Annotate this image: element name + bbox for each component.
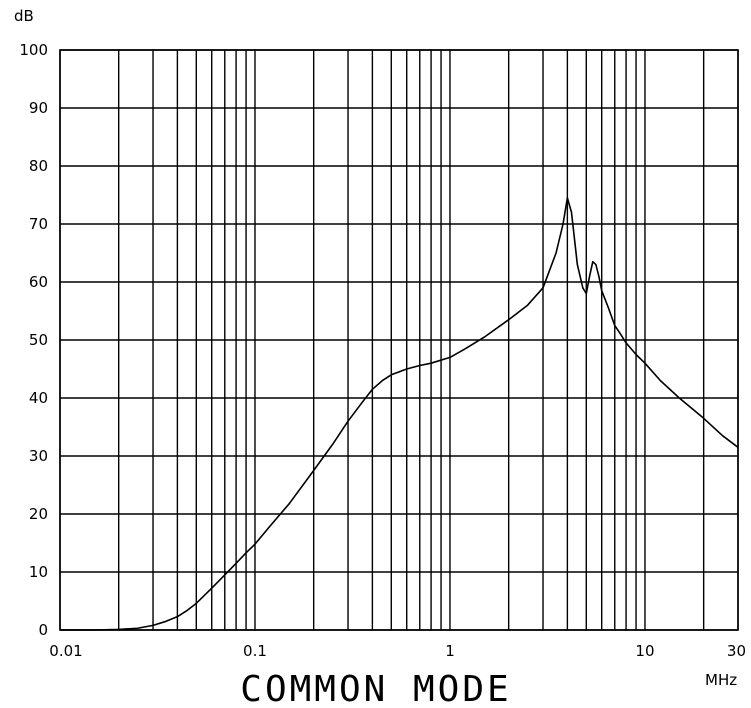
y-tick-label: 50 [29,331,48,349]
x-tick-label: 0.1 [243,642,267,660]
y-tick-label: 70 [29,215,48,233]
series-line [60,197,739,631]
y-tick-label: 40 [29,389,48,407]
y-tick-label: 100 [19,41,48,59]
y-tick-label: 20 [29,505,48,523]
y-tick-label: 90 [29,99,48,117]
y-tick-label: 60 [29,273,48,291]
x-tick-label: 10 [635,642,654,660]
y-tick-label: 80 [29,157,48,175]
x-tick-label: 0.01 [49,642,82,660]
y-tick-label: 10 [29,563,48,581]
y-tick-label: 0 [38,621,48,639]
y-tick-label: 30 [29,447,48,465]
x-tick-labels: 0.01 0.1 1 10 30 [49,642,746,660]
x-tick-label: 30 [727,642,746,660]
chart-title: COMMON MODE [240,669,511,708]
plot-frame [59,49,739,631]
y-axis-label: dB [14,7,34,25]
x-axis-label: MHz [705,671,737,689]
grid [59,49,739,631]
y-tick-labels: 0 10 20 30 40 50 60 70 80 90 100 [19,41,48,639]
x-tick-label: 1 [445,642,455,660]
